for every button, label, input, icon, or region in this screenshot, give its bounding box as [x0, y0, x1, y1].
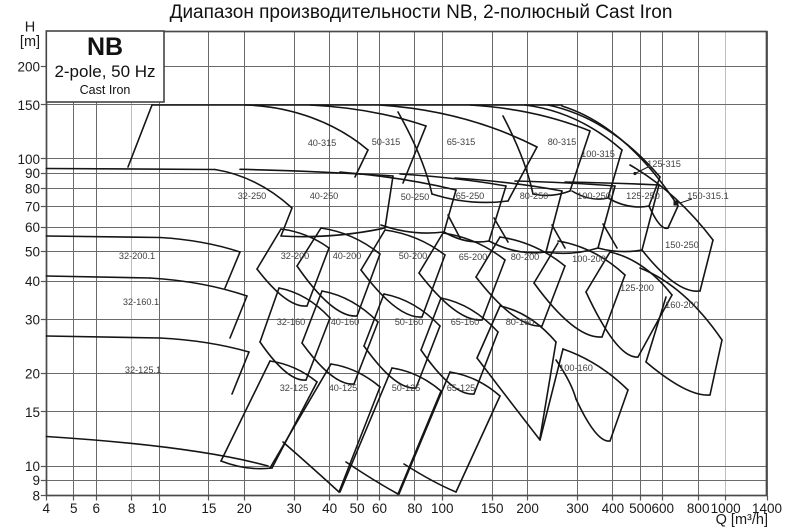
svg-text:50: 50 — [25, 244, 40, 259]
svg-text:125-200: 125-200 — [620, 283, 654, 293]
svg-text:100: 100 — [431, 501, 454, 516]
svg-text:6: 6 — [92, 501, 100, 516]
svg-text:15: 15 — [201, 501, 216, 516]
svg-text:60: 60 — [25, 220, 40, 235]
svg-text:Q [m³/h]: Q [m³/h] — [716, 512, 768, 528]
svg-text:80: 80 — [407, 501, 422, 516]
svg-text:8: 8 — [32, 489, 40, 504]
svg-text:8: 8 — [128, 501, 136, 516]
svg-text:65-160: 65-160 — [451, 317, 480, 327]
svg-text:32-200: 32-200 — [281, 251, 310, 261]
svg-text:40: 40 — [322, 501, 337, 516]
svg-text:100-315: 100-315 — [581, 149, 615, 159]
svg-text:100-160: 100-160 — [559, 363, 593, 373]
svg-text:15: 15 — [25, 405, 40, 420]
svg-text:65-200: 65-200 — [459, 252, 488, 262]
svg-text:600: 600 — [652, 501, 675, 516]
svg-text:400: 400 — [602, 501, 625, 516]
svg-text:50-200: 50-200 — [399, 251, 428, 261]
svg-text:150: 150 — [481, 501, 504, 516]
svg-text:50-250: 50-250 — [401, 192, 430, 202]
svg-text:65-315: 65-315 — [447, 137, 476, 147]
svg-text:32-125.1: 32-125.1 — [125, 365, 161, 375]
svg-text:Диапазон производительности NB: Диапазон производительности NB, 2-полюсн… — [170, 2, 673, 23]
svg-text:30: 30 — [25, 312, 40, 327]
svg-text:65-125: 65-125 — [447, 383, 476, 393]
svg-text:100-250: 100-250 — [577, 191, 611, 201]
svg-text:150-315.1: 150-315.1 — [687, 191, 728, 201]
svg-text:40-200: 40-200 — [333, 251, 362, 261]
svg-text:80-250: 80-250 — [520, 191, 549, 201]
svg-text:150-250: 150-250 — [665, 240, 699, 250]
svg-text:1000: 1000 — [711, 501, 741, 516]
svg-text:40: 40 — [25, 274, 40, 289]
svg-text:30: 30 — [287, 501, 302, 516]
svg-text:H: H — [25, 20, 35, 36]
svg-text:100-200: 100-200 — [572, 254, 606, 264]
svg-text:[m]: [m] — [20, 34, 40, 50]
svg-text:80: 80 — [25, 182, 40, 197]
svg-text:50-125: 50-125 — [392, 383, 421, 393]
svg-text:32-200.1: 32-200.1 — [119, 251, 155, 261]
svg-text:150: 150 — [17, 98, 40, 113]
svg-text:90: 90 — [25, 166, 40, 181]
svg-text:500: 500 — [629, 501, 652, 516]
svg-text:80-315: 80-315 — [548, 137, 577, 147]
svg-text:40-160: 40-160 — [331, 317, 360, 327]
svg-text:160-200: 160-200 — [665, 300, 699, 310]
svg-text:125-315: 125-315 — [647, 159, 681, 169]
svg-text:100: 100 — [17, 152, 40, 167]
svg-text:800: 800 — [687, 501, 710, 516]
svg-text:NB: NB — [87, 33, 123, 61]
svg-text:80-200: 80-200 — [511, 252, 540, 262]
svg-text:32-160: 32-160 — [277, 317, 306, 327]
svg-text:40-250: 40-250 — [310, 191, 339, 201]
svg-text:32-125: 32-125 — [280, 383, 309, 393]
svg-text:4: 4 — [43, 501, 51, 516]
svg-text:9: 9 — [32, 473, 40, 488]
svg-text:60: 60 — [372, 501, 387, 516]
svg-text:Cast Iron: Cast Iron — [80, 83, 131, 97]
svg-text:80-160: 80-160 — [506, 317, 535, 327]
svg-text:200: 200 — [17, 60, 40, 75]
svg-text:2-pole, 50 Hz: 2-pole, 50 Hz — [54, 62, 155, 81]
svg-text:40-125: 40-125 — [329, 383, 358, 393]
svg-text:32-250: 32-250 — [238, 191, 267, 201]
svg-text:70: 70 — [25, 200, 40, 215]
svg-text:200: 200 — [516, 501, 539, 516]
svg-text:1400: 1400 — [752, 501, 782, 516]
svg-text:50: 50 — [350, 501, 365, 516]
svg-text:50-315: 50-315 — [372, 137, 401, 147]
svg-text:10: 10 — [25, 459, 40, 474]
svg-text:5: 5 — [70, 501, 78, 516]
svg-text:65-250: 65-250 — [456, 191, 485, 201]
svg-text:32-160.1: 32-160.1 — [123, 297, 159, 307]
svg-text:50-160: 50-160 — [395, 317, 424, 327]
svg-text:125-250: 125-250 — [626, 191, 660, 201]
svg-text:20: 20 — [25, 367, 40, 382]
svg-text:10: 10 — [151, 501, 166, 516]
svg-text:40-315: 40-315 — [308, 138, 337, 148]
svg-text:300: 300 — [566, 501, 589, 516]
svg-text:20: 20 — [237, 501, 252, 516]
